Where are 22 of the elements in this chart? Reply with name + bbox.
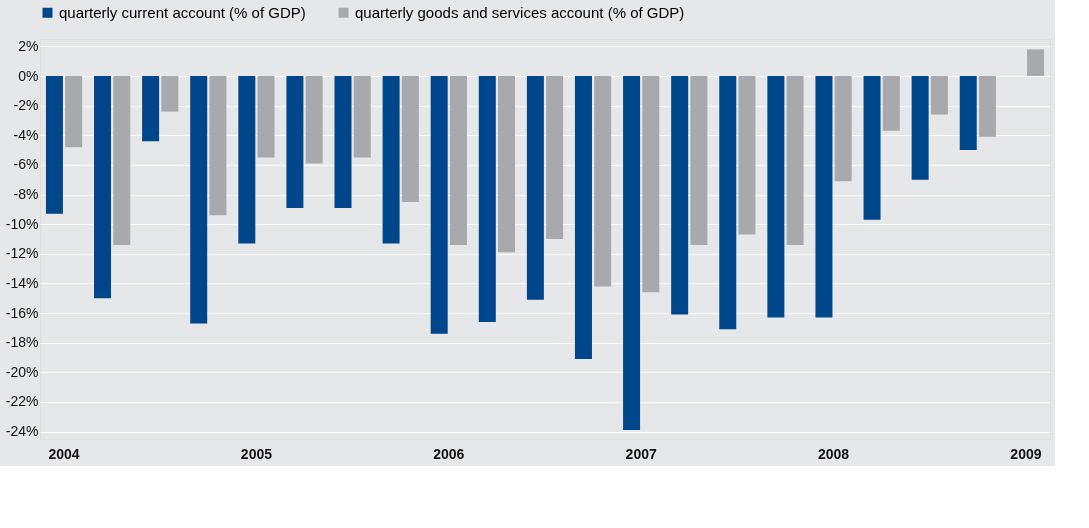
- y-tick-label: -22%: [5, 393, 39, 410]
- x-tick-label: 2005: [240, 445, 273, 462]
- y-tick-label: -12%: [5, 245, 39, 262]
- y-tick-label: -14%: [5, 274, 39, 291]
- legend-label: quarterly current account (% of GDP): [59, 3, 306, 21]
- x-tick-label: 2007: [625, 445, 657, 462]
- y-tick-label: -18%: [5, 334, 39, 351]
- x-tick-label: 2006: [433, 445, 465, 462]
- x-tick-label: 2008: [817, 445, 850, 462]
- x-tick-label: 2009: [1010, 445, 1042, 462]
- y-tick-label: -20%: [5, 363, 39, 380]
- y-tick-label: -16%: [5, 304, 39, 321]
- y-tick-label: -2%: [13, 97, 39, 114]
- y-tick-label: -10%: [5, 215, 39, 232]
- legend-label: quarterly goods and services account (% of GDP): [355, 3, 685, 21]
- y-tick-label: 2%: [18, 37, 39, 54]
- x-tick-label: 2004: [48, 445, 80, 462]
- y-tick-label: -6%: [13, 156, 39, 173]
- y-tick-label: -8%: [13, 186, 39, 203]
- y-tick-label: -24%: [5, 423, 39, 440]
- y-tick-label: 0%: [18, 67, 39, 84]
- y-tick-label: -4%: [13, 126, 39, 143]
